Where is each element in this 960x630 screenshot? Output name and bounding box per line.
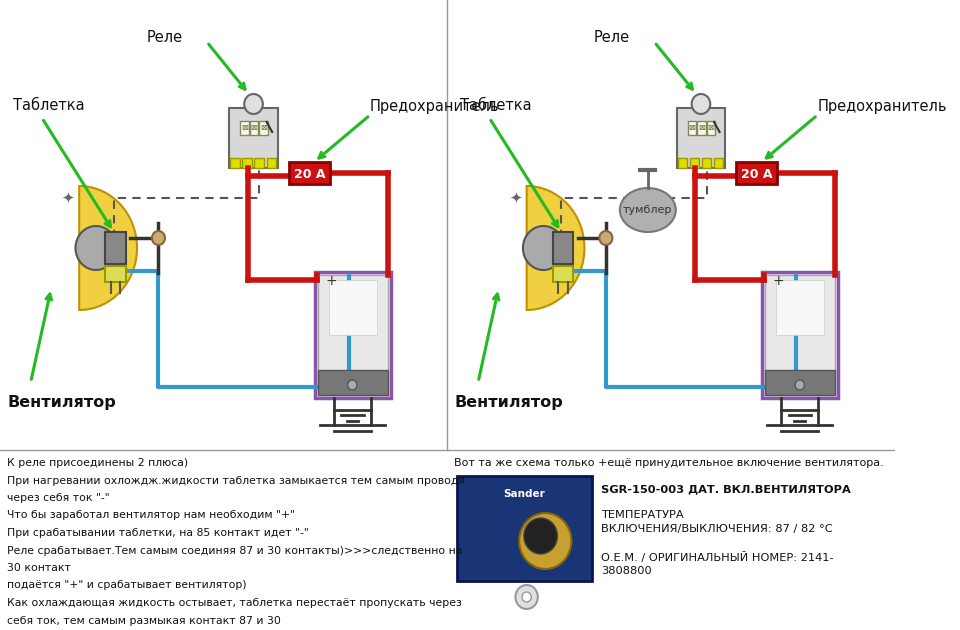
Circle shape xyxy=(795,380,804,390)
Text: ⊠: ⊠ xyxy=(708,123,714,132)
Bar xyxy=(765,275,835,395)
Text: Sander: Sander xyxy=(503,489,544,499)
Bar xyxy=(106,232,126,264)
Text: ВКЛЮЧЕНИЯ/ВЫКЛЮЧЕНИЯ: 87 / 82 °С: ВКЛЮЧЕНИЯ/ВЫКЛЮЧЕНИЯ: 87 / 82 °С xyxy=(601,524,833,534)
Text: ⊠: ⊠ xyxy=(688,123,696,132)
Bar xyxy=(690,158,699,168)
Bar xyxy=(677,108,725,168)
Bar xyxy=(688,121,696,135)
Text: Вот та же схема только +ещё принудительное включение вентилятора.: Вот та же схема только +ещё принудительн… xyxy=(454,458,884,468)
Text: SGR-150-003 ДАТ. ВКЛ.ВЕНТИЛЯТОРА: SGR-150-003 ДАТ. ВКЛ.ВЕНТИЛЯТОРА xyxy=(601,484,851,494)
Circle shape xyxy=(522,592,531,602)
Text: Реле: Реле xyxy=(593,30,630,45)
Wedge shape xyxy=(527,186,585,310)
Bar xyxy=(230,158,240,168)
Text: 20 А: 20 А xyxy=(741,168,773,181)
Text: тумблер: тумблер xyxy=(623,205,673,215)
Circle shape xyxy=(516,585,538,609)
Text: 30 контакт: 30 контакт xyxy=(8,563,71,573)
Text: себя ток, тем самым размыкая контакт 87 и 30: себя ток, тем самым размыкая контакт 87 … xyxy=(8,616,281,626)
Text: Как охлаждающая жидкость остывает, таблетка перестаёт пропускать через: Как охлаждающая жидкость остывает, табле… xyxy=(8,598,462,608)
Bar xyxy=(254,158,264,168)
Bar xyxy=(250,121,258,135)
Wedge shape xyxy=(80,186,137,310)
Circle shape xyxy=(76,226,116,270)
Bar xyxy=(229,108,277,168)
Circle shape xyxy=(348,380,357,390)
Text: ✦: ✦ xyxy=(61,190,75,205)
Bar xyxy=(678,158,687,168)
Circle shape xyxy=(599,231,612,245)
Circle shape xyxy=(244,94,263,114)
Text: подаётся "+" и срабатывает вентилятор): подаётся "+" и срабатывает вентилятор) xyxy=(8,580,247,590)
Bar xyxy=(106,266,126,282)
Bar xyxy=(259,121,268,135)
Circle shape xyxy=(691,94,710,114)
Text: ⊠: ⊠ xyxy=(241,123,249,132)
Text: О.Е.М. / ОРИГИНАЛЬНЫЙ НОМЕР: 2141-: О.Е.М. / ОРИГИНАЛЬНЫЙ НОМЕР: 2141- xyxy=(601,552,834,563)
Text: +: + xyxy=(325,274,337,288)
Bar xyxy=(241,121,249,135)
Text: Что бы заработал вентилятор нам необходим "+": Что бы заработал вентилятор нам необходи… xyxy=(8,510,296,520)
Text: К реле присоединены 2 плюса): К реле присоединены 2 плюса) xyxy=(8,458,188,468)
Text: через себя ток "-": через себя ток "-" xyxy=(8,493,110,503)
Bar xyxy=(289,162,330,184)
Bar xyxy=(777,280,824,335)
Text: +: + xyxy=(773,274,784,288)
Text: 3808800: 3808800 xyxy=(601,566,652,576)
Text: ⊠: ⊠ xyxy=(260,123,267,132)
Text: Предохранитель: Предохранитель xyxy=(818,98,947,113)
Text: Таблетка: Таблетка xyxy=(461,98,532,113)
Circle shape xyxy=(152,231,165,245)
Bar xyxy=(736,162,778,184)
Bar xyxy=(707,121,715,135)
Text: ⊠: ⊠ xyxy=(698,123,705,132)
Ellipse shape xyxy=(620,188,676,232)
Bar xyxy=(553,232,573,264)
Text: ✦: ✦ xyxy=(509,190,522,205)
Text: При нагревании охлождж.жидкости таблетка замыкается тем самым проводя: При нагревании охлождж.жидкости таблетка… xyxy=(8,476,466,486)
Bar xyxy=(714,158,723,168)
Bar xyxy=(318,370,388,395)
Circle shape xyxy=(519,513,571,569)
Bar xyxy=(329,280,376,335)
Bar xyxy=(697,121,706,135)
Bar xyxy=(318,275,388,395)
Bar xyxy=(315,272,391,398)
Text: 20 А: 20 А xyxy=(294,168,325,181)
Text: Реле срабатывает.Тем самым соединяя 87 и 30 контакты)>>>следственно на: Реле срабатывает.Тем самым соединяя 87 и… xyxy=(8,546,463,556)
Text: Предохранитель: Предохранитель xyxy=(370,98,499,113)
Bar xyxy=(457,476,592,581)
Text: Таблетка: Таблетка xyxy=(13,98,84,113)
Bar xyxy=(553,266,573,282)
Circle shape xyxy=(523,226,564,270)
Text: Реле: Реле xyxy=(146,30,182,45)
Bar xyxy=(702,158,711,168)
Bar xyxy=(765,370,835,395)
Circle shape xyxy=(524,518,558,554)
Text: ⊠: ⊠ xyxy=(251,123,257,132)
Bar xyxy=(242,158,252,168)
Bar xyxy=(762,272,838,398)
Text: При срабатывании таблетки, на 85 контакт идет "-": При срабатывании таблетки, на 85 контакт… xyxy=(8,528,309,538)
Text: Вентилятор: Вентилятор xyxy=(455,394,564,410)
Text: Вентилятор: Вентилятор xyxy=(8,394,116,410)
Bar xyxy=(267,158,276,168)
Text: ТЕМПЕРАТУРА: ТЕМПЕРАТУРА xyxy=(601,510,684,520)
